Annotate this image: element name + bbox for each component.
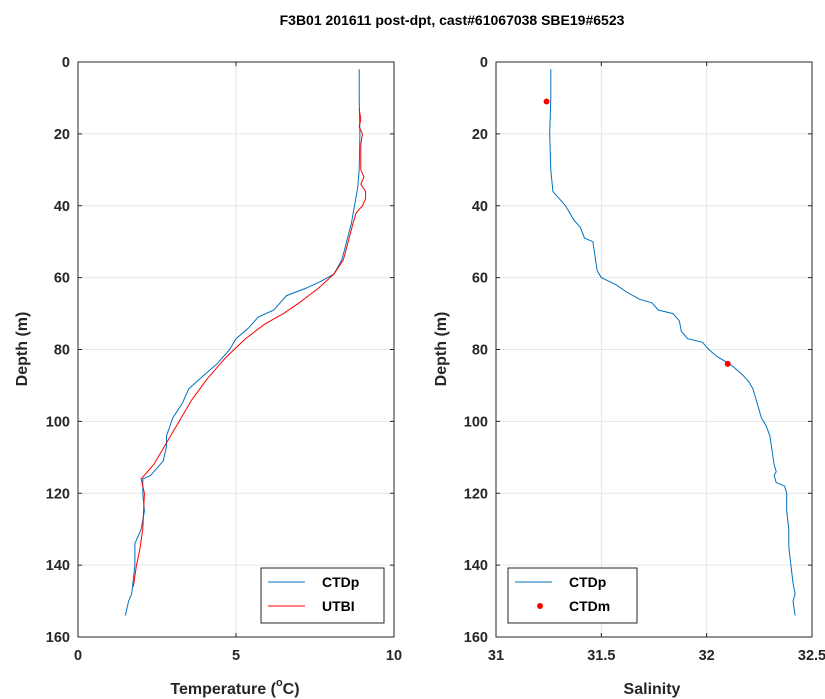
y-tick-label: 100 (464, 414, 488, 430)
x-tick-label: 32.5 (798, 648, 825, 664)
series-line-ctdp (124, 69, 361, 616)
y-tick-label: 160 (464, 630, 488, 646)
salinity-x-label: Salinity (624, 681, 681, 698)
x-tick-label: 0 (74, 648, 82, 664)
y-tick-label: 0 (480, 55, 488, 71)
temperature-series (124, 69, 367, 616)
y-tick-label: 80 (472, 343, 488, 359)
y-tick-label: 80 (54, 343, 70, 359)
y-tick-label: 0 (62, 55, 70, 71)
data-point-ctdm (724, 360, 731, 367)
x-tick-label: 31 (488, 648, 504, 664)
x-tick-label: 10 (386, 648, 402, 664)
legend-label-utbi: UTBI (322, 598, 355, 614)
series-line-ctdp (549, 69, 796, 616)
figure-title: F3B01 201611 post-dpt, cast#61067038 SBE… (280, 12, 625, 28)
temperature-y-label: Depth (m) (14, 312, 31, 387)
y-tick-label: 60 (472, 271, 488, 287)
temperature-x-label: Temperature (oC) (170, 677, 299, 698)
legend-label-ctdm: CTDm (569, 598, 610, 614)
series-line-utbi (132, 108, 367, 587)
salinity-series (543, 69, 796, 616)
legend-box (260, 567, 385, 624)
y-tick-label: 120 (46, 486, 70, 502)
temperature-legend: CTDp UTBI (260, 567, 385, 624)
y-tick-label: 20 (54, 127, 70, 143)
legend-box (507, 567, 638, 624)
x-label-superscript: o (276, 677, 283, 689)
salinity-ticks: 31 31.5 32 32.5 0 20 40 60 80 100 120 140 160 (464, 55, 825, 664)
x-tick-label: 31.5 (587, 648, 615, 664)
y-tick-label: 40 (54, 199, 70, 215)
y-tick-label: 140 (46, 558, 70, 574)
y-tick-label: 100 (46, 414, 70, 430)
x-label-tail: C) (283, 681, 300, 698)
y-tick-label: 40 (472, 199, 488, 215)
x-tick-label: 5 (232, 648, 240, 664)
y-tick-label: 120 (464, 486, 488, 502)
salinity-panel: 31 31.5 32 32.5 0 20 40 60 80 100 120 140 160 Salini… (433, 55, 825, 698)
y-tick-label: 20 (472, 127, 488, 143)
legend-swatch-ctdm (537, 603, 543, 609)
salinity-legend: CTDp CTDm (507, 567, 638, 624)
y-tick-label: 160 (46, 630, 70, 646)
y-tick-label: 140 (464, 558, 488, 574)
data-point-ctdm (543, 98, 550, 105)
legend-label-ctdp: CTDp (569, 574, 606, 590)
x-label-main: Temperature ( (170, 681, 276, 698)
legend-label-ctdp: CTDp (322, 574, 359, 590)
x-tick-label: 32 (699, 648, 715, 664)
y-tick-label: 60 (54, 271, 70, 287)
salinity-y-label: Depth (m) (433, 312, 450, 387)
